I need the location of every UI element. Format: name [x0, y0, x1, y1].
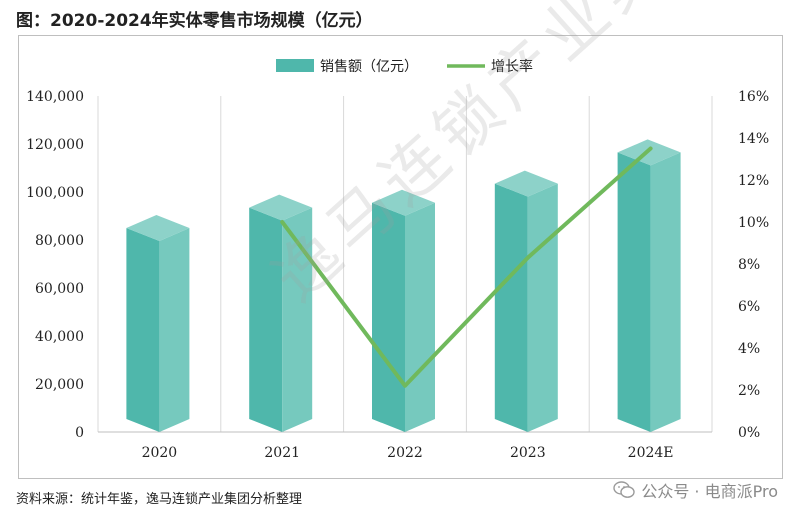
- bar-front-face: [494, 183, 528, 432]
- bar: [126, 215, 190, 432]
- figure-title: 图：2020-2024年实体零售市场规模（亿元）: [16, 11, 373, 31]
- right-axis-tick-label: 2%: [738, 383, 760, 399]
- bar-side-face: [282, 207, 313, 432]
- chart-frame: [18, 35, 783, 479]
- right-axis-tick-label: 12%: [738, 173, 769, 189]
- bar-top-face: [494, 170, 558, 197]
- legend-bar-label: 销售额（亿元）: [320, 59, 418, 75]
- left-axis-tick-label: 80,000: [35, 233, 84, 249]
- bar-front-face: [372, 202, 405, 432]
- bar-top-face: [372, 189, 435, 216]
- legend-bar-swatch: [276, 59, 314, 72]
- chart-axes: 0 20,000 40,000 60,000 80,000 100,000 120,000 1…: [26, 89, 769, 461]
- growth-rate-line: [280, 146, 653, 388]
- bar-front-face: [617, 152, 651, 432]
- bar-side-face: [650, 152, 681, 432]
- left-axis-tick-label: 40,000: [35, 329, 84, 345]
- x-axis-tick-label: 2023: [510, 445, 546, 461]
- right-axis-tick-label: 10%: [738, 215, 769, 231]
- x-axis-tick-label: 2020: [142, 445, 178, 461]
- right-axis-tick-label: 4%: [738, 341, 760, 357]
- left-axis-tick-label: 60,000: [35, 281, 84, 297]
- legend-line-label: 增长率: [491, 58, 533, 75]
- bar-front-face: [126, 228, 160, 432]
- left-axis-tick-label: 140,000: [26, 89, 84, 105]
- wechat-account-badge: 公众号 · 电商派Pro: [613, 478, 778, 502]
- x-axis-tick-label: 2021: [264, 445, 300, 461]
- chart-grid: [97, 96, 713, 433]
- chart-legend: 销售额（亿元） 增长率: [276, 58, 533, 75]
- bar: [617, 139, 681, 432]
- bar: [494, 170, 558, 432]
- bar-side-face: [405, 202, 435, 432]
- bar-front-face: [249, 207, 283, 432]
- left-axis-tick-label: 0: [75, 425, 84, 441]
- right-axis-tick-label: 6%: [738, 299, 760, 315]
- wechat-account-label: 公众号 · 电商派Pro: [641, 482, 778, 501]
- bar-top-face: [249, 194, 313, 221]
- right-axis-tick-label: 0%: [738, 425, 760, 441]
- left-axis-tick-label: 120,000: [26, 137, 84, 153]
- right-axis-tick-label: 16%: [738, 89, 769, 105]
- bar: [249, 194, 313, 432]
- bar-series: [126, 139, 681, 432]
- wechat-icon: [613, 481, 636, 498]
- left-axis-tick-label: 20,000: [35, 377, 84, 393]
- line-series: [280, 146, 653, 388]
- right-axis-tick-label: 8%: [738, 257, 760, 273]
- x-axis-tick-label: 2024E: [628, 445, 674, 461]
- x-axis-tick-label: 2022: [387, 445, 423, 461]
- bar-top-face: [126, 215, 190, 241]
- bar: [372, 189, 435, 432]
- right-axis-tick-label: 14%: [738, 131, 769, 147]
- source-note: 资料来源：统计年鉴，逸马连锁产业集团分析整理: [16, 492, 303, 507]
- bar-side-face: [159, 228, 190, 432]
- left-axis-tick-label: 100,000: [26, 185, 84, 201]
- bar-side-face: [527, 183, 558, 432]
